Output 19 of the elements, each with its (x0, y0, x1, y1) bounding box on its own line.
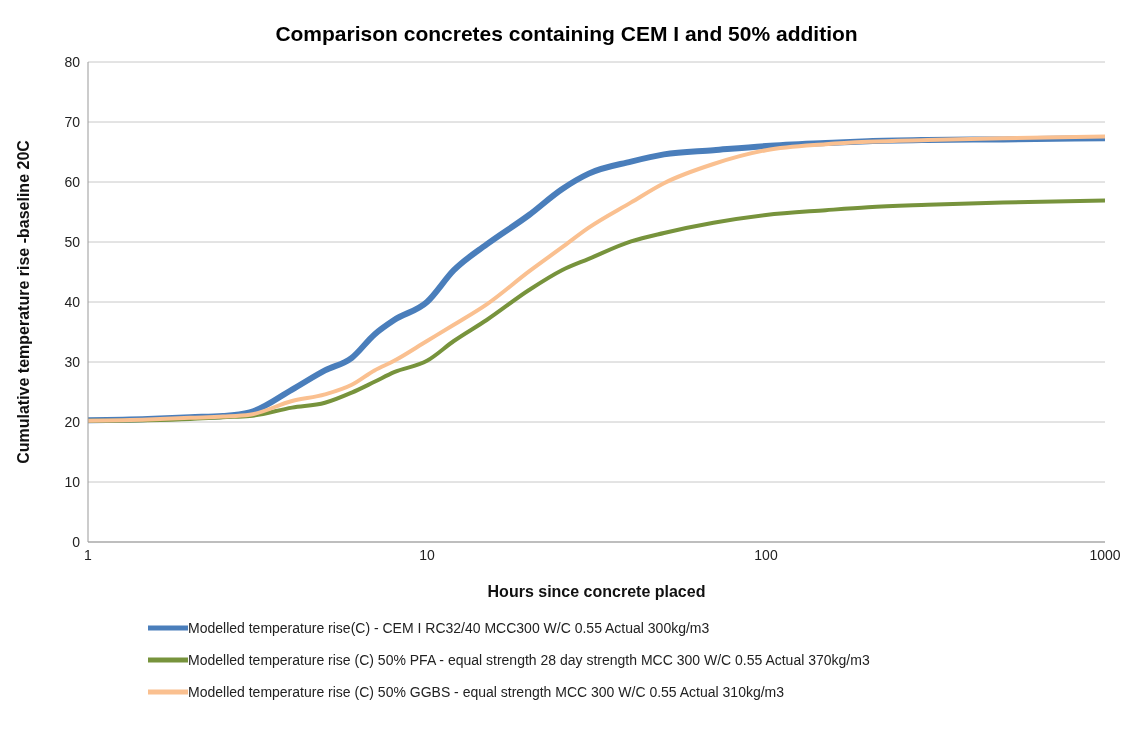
y-tick-label: 70 (64, 113, 81, 130)
legend-label: Modelled temperature rise(C) - CEM I RC32/40 MCC300 W/C 0.55 Actual 300kg/m3 (188, 620, 710, 636)
y-tick-label: 50 (64, 233, 81, 250)
x-axis-title: Hours since concrete placed (487, 583, 706, 600)
x-tick-label: 10 (419, 546, 435, 563)
y-tick-label: 10 (64, 473, 81, 490)
y-axis-title: Cumulative temperature rise -baseline 20C (14, 139, 32, 464)
chart-title: Comparison concretes containing CEM I and 50% addition (274, 21, 859, 47)
y-tick-label: 30 (64, 353, 81, 370)
x-tick-label: 1 (84, 546, 93, 563)
y-tick-label: 40 (64, 293, 81, 310)
y-tick-label: 60 (64, 173, 81, 190)
legend-label: Modelled temperature rise (C) 50% GGBS - equal strength MCC 300 W/C 0.55 Actual 310kg/m3 (188, 684, 785, 700)
x-tick-label: 100 (754, 546, 778, 563)
legend-label: Modelled temperature rise (C) 50% PFA - equal strength 28 day strength MCC 300 W/C 0.55 Actual 370kg/m3 (188, 652, 870, 668)
x-tick-label: 1000 (1089, 546, 1121, 563)
y-tick-label: 0 (72, 533, 81, 550)
y-tick-label: 80 (64, 53, 81, 70)
y-tick-label: 20 (64, 413, 81, 430)
